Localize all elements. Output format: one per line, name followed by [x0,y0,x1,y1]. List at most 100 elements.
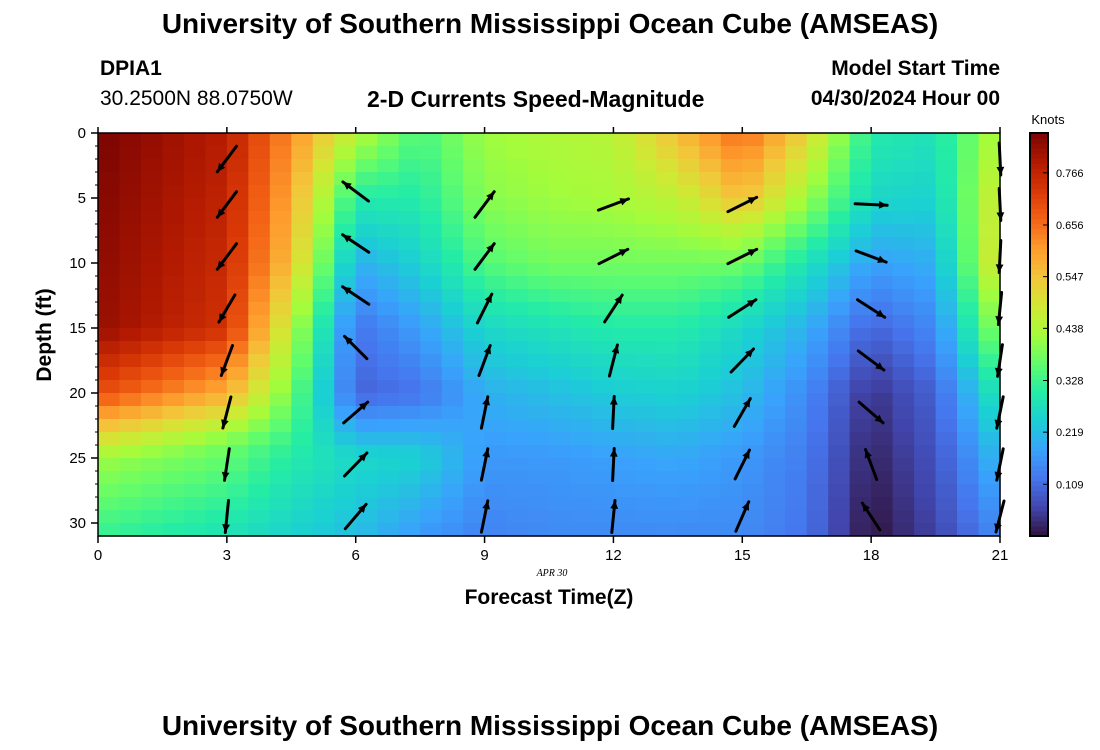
heatmap-cell [720,497,743,511]
vector-head [358,453,367,462]
heatmap-cell [312,198,335,212]
heatmap-cell [849,172,872,186]
current-vector [341,180,370,203]
heatmap-cell [291,250,314,264]
heatmap-cell [291,367,314,381]
colorbar-segment [1030,279,1048,285]
heatmap-cell [377,315,400,329]
heatmap-cell [892,276,915,290]
colorbar-segment [1030,530,1048,537]
colorbar-segment [1030,520,1048,527]
heatmap-cell [527,159,550,173]
heatmap-cell [484,458,507,472]
heatmap-cell [806,393,829,407]
heatmap-cell [871,237,894,251]
heatmap-cell [677,328,700,342]
heatmap-cell [935,354,958,368]
heatmap-cell [312,419,335,433]
current-vector [597,247,630,266]
heatmap-cell [377,133,400,147]
heatmap-cell [634,510,657,524]
colorbar-segment [1030,198,1048,205]
heatmap-cell [484,146,507,160]
heatmap-cell [806,302,829,316]
heatmap-cell [162,172,185,186]
heatmap-cell [248,315,271,329]
colorbar-segment [1030,238,1048,245]
heatmap-cell [892,159,915,173]
vector-head [342,234,352,243]
heatmap-cell [355,146,378,160]
colorbar-segment [1030,334,1048,341]
heatmap-cell [978,276,1001,290]
heatmap-cell [591,315,615,329]
heatmap-cell [183,354,206,368]
heatmap-cell [205,484,228,498]
heatmap-cell [291,224,314,238]
heatmap-cell [140,133,164,147]
heatmap-cell [677,354,700,368]
heatmap-cell [248,432,271,446]
heatmap-cell [162,328,185,342]
heatmap-cell [463,172,486,186]
heatmap-cell [699,133,722,147]
heatmap-cell [613,367,636,381]
heatmap-cell [506,211,529,225]
heatmap-cell [549,172,572,186]
heatmap-cell [334,354,357,368]
y-tick-label: 5 [78,190,86,207]
heatmap-cell [334,471,357,485]
heatmap-cell [119,159,142,173]
heatmap-cell [420,146,443,160]
heatmap-cell [785,458,808,472]
heatmap-cell [183,146,206,160]
heatmap-cell [291,159,314,173]
heatmap-cell [98,289,121,303]
heatmap-cell [957,497,980,511]
heatmap-cell [312,133,335,147]
heatmap-cell [398,185,421,199]
heatmap-cell [742,146,765,160]
heatmap-cell [98,341,121,355]
heatmap-cell [205,341,228,355]
heatmap-cell [828,276,851,290]
station-coords: 30.2500N 88.0750W [100,87,293,110]
heatmap-cell [849,302,872,316]
heatmap-cell [591,185,615,199]
heatmap-cell [398,341,421,355]
heatmap-cell [828,146,851,160]
heatmap-cell [506,432,529,446]
heatmap-cell [806,328,829,342]
heatmap-cell [226,367,249,381]
heatmap-cell [441,263,464,277]
colorbar-segment [1030,495,1048,502]
heatmap-cell [806,146,829,160]
heatmap-cell [763,198,786,212]
y-tick-label: 20 [69,385,86,402]
heatmap-cell [591,354,615,368]
heatmap-cell [334,380,357,394]
heatmap-cell [463,133,486,147]
heatmap-cell [355,315,378,329]
heatmap-cell [355,198,378,212]
heatmap-cell [763,328,786,342]
heatmap-cell [205,172,228,186]
heatmap-cell [98,276,121,290]
current-vector [856,349,886,372]
heatmap-cell [978,250,1001,264]
vector-head [747,249,757,257]
heatmap-cell [377,250,400,264]
heatmap-cell [549,133,572,147]
heatmap-cell [785,471,808,485]
heatmap-cell [183,471,206,485]
heatmap-cell [978,263,1001,277]
heatmap-cell [334,497,357,511]
heatmap-cell [226,263,249,277]
heatmap-cell [849,419,872,433]
heatmap-cell [957,510,980,524]
colorbar-segment [1030,148,1048,154]
vector-head [995,316,1004,325]
heatmap-cell [248,237,271,251]
y-tick-label: 15 [69,320,86,337]
heatmap-cell [183,198,206,212]
